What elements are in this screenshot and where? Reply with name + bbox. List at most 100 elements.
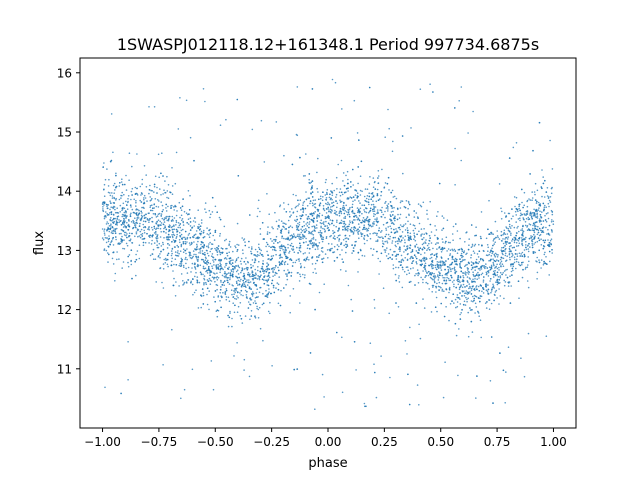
data-point bbox=[302, 235, 305, 237]
data-point bbox=[135, 205, 137, 207]
data-point bbox=[350, 181, 352, 183]
data-point bbox=[164, 225, 166, 227]
data-point bbox=[494, 294, 496, 297]
data-point bbox=[318, 216, 321, 218]
data-point bbox=[115, 199, 117, 201]
data-point bbox=[372, 200, 374, 202]
data-point bbox=[498, 238, 501, 240]
data-point bbox=[433, 280, 436, 283]
data-point bbox=[418, 249, 420, 251]
data-point bbox=[330, 234, 332, 237]
data-point bbox=[535, 209, 538, 211]
data-point bbox=[525, 244, 527, 246]
data-point bbox=[347, 190, 349, 192]
data-point bbox=[389, 248, 392, 251]
data-point bbox=[521, 201, 523, 204]
data-point bbox=[296, 368, 299, 370]
data-point bbox=[356, 211, 359, 214]
data-point bbox=[162, 364, 164, 366]
data-point bbox=[479, 235, 482, 238]
data-point bbox=[472, 262, 475, 265]
data-point bbox=[483, 266, 486, 269]
data-point bbox=[533, 208, 535, 211]
data-point bbox=[314, 199, 317, 201]
data-point bbox=[354, 189, 356, 191]
data-point bbox=[173, 241, 176, 244]
data-point bbox=[316, 259, 319, 262]
data-point bbox=[316, 227, 318, 229]
data-point bbox=[171, 193, 174, 195]
data-point bbox=[504, 245, 506, 247]
data-point bbox=[266, 243, 269, 246]
data-point bbox=[413, 216, 416, 218]
data-point bbox=[213, 239, 216, 241]
data-point bbox=[420, 264, 423, 267]
data-point bbox=[430, 256, 433, 259]
data-point bbox=[457, 275, 460, 277]
data-point bbox=[397, 266, 400, 269]
data-point bbox=[529, 214, 531, 217]
data-point bbox=[111, 240, 113, 242]
data-point bbox=[297, 229, 300, 231]
data-point bbox=[357, 166, 360, 168]
data-point bbox=[202, 273, 204, 276]
data-point bbox=[154, 175, 157, 178]
data-point bbox=[149, 204, 152, 207]
data-point bbox=[497, 260, 500, 262]
data-point bbox=[155, 233, 157, 235]
data-point bbox=[101, 203, 104, 205]
data-point bbox=[470, 224, 473, 226]
data-point bbox=[490, 258, 492, 261]
data-point bbox=[437, 275, 439, 278]
data-point bbox=[401, 286, 404, 289]
data-point bbox=[532, 251, 534, 253]
data-point bbox=[480, 266, 483, 268]
data-point bbox=[288, 250, 291, 253]
data-point bbox=[387, 206, 389, 208]
data-point bbox=[506, 276, 509, 279]
data-point bbox=[116, 216, 119, 218]
data-point bbox=[539, 214, 542, 216]
data-point bbox=[140, 214, 143, 217]
data-point bbox=[186, 236, 189, 239]
data-point bbox=[257, 317, 260, 319]
data-point bbox=[132, 226, 135, 229]
data-point bbox=[455, 334, 458, 337]
data-point bbox=[344, 227, 346, 230]
data-point bbox=[198, 229, 201, 231]
data-point bbox=[166, 254, 169, 256]
data-point bbox=[348, 215, 351, 218]
data-point bbox=[377, 236, 380, 238]
data-point bbox=[457, 280, 459, 283]
data-point bbox=[404, 206, 407, 209]
data-point bbox=[353, 212, 356, 215]
data-point bbox=[501, 210, 503, 213]
data-point bbox=[108, 235, 110, 237]
data-point bbox=[540, 216, 543, 218]
data-point bbox=[334, 238, 336, 240]
data-point bbox=[201, 245, 204, 248]
data-point bbox=[350, 227, 353, 229]
data-point bbox=[391, 189, 394, 192]
data-point bbox=[511, 225, 513, 227]
data-point bbox=[445, 288, 448, 290]
data-point bbox=[123, 207, 126, 210]
data-point bbox=[252, 273, 254, 276]
data-point bbox=[504, 248, 507, 251]
data-point bbox=[235, 246, 237, 249]
data-point bbox=[300, 266, 302, 269]
data-point bbox=[325, 237, 328, 239]
data-point bbox=[440, 286, 442, 289]
data-point bbox=[434, 225, 436, 227]
data-point bbox=[551, 186, 553, 189]
data-point bbox=[378, 227, 381, 229]
data-point bbox=[472, 295, 474, 298]
data-point bbox=[140, 201, 143, 203]
data-point bbox=[542, 220, 545, 222]
data-point bbox=[492, 276, 495, 278]
data-point bbox=[188, 213, 190, 215]
data-point bbox=[399, 246, 401, 248]
data-point bbox=[162, 243, 164, 246]
data-point bbox=[497, 276, 500, 278]
data-point bbox=[512, 215, 514, 217]
